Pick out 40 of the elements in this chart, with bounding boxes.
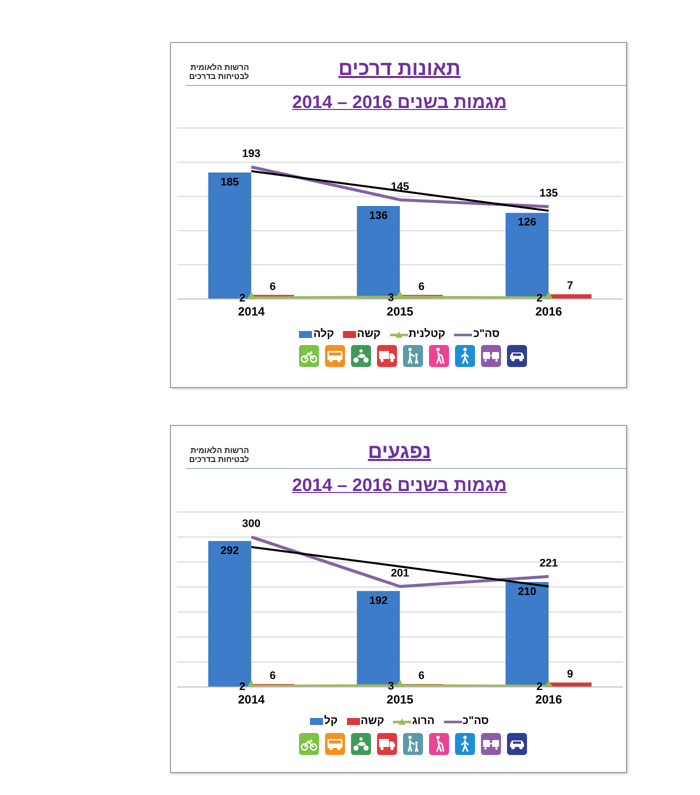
data-label: 6 (270, 670, 276, 682)
data-label: 6 (418, 670, 424, 682)
data-label: 9 (566, 668, 574, 680)
data-label: 2 (536, 292, 543, 305)
x-tick-label: 2016 (535, 692, 562, 707)
data-label: 221 (539, 558, 558, 570)
legend-label: קשה (360, 715, 384, 728)
data-label: 192 (369, 594, 388, 607)
chart-subtitle: מגמות בשנים 2016 – 2014 (291, 91, 508, 113)
legend-label: קל (324, 715, 338, 728)
chart-subtitle: מגמות בשנים 2016 – 2014 (291, 474, 508, 496)
data-label: 7 (566, 280, 574, 292)
legend-label: קשה (357, 328, 381, 341)
legend-label: קלה (313, 328, 334, 341)
data-label: 136 (369, 210, 388, 222)
data-label: 210 (518, 586, 536, 598)
text: הרשות הלאומית לבטיחות בדרכים (188, 446, 249, 464)
x-tick-label: 2014 (238, 692, 266, 707)
x-tick-label: 2015 (386, 692, 414, 707)
legend-label: סה"כ (462, 715, 489, 728)
legend-label: הרוג (412, 715, 435, 728)
data-label: 2 (536, 680, 543, 693)
data-label: 201 (390, 568, 410, 580)
x-tick-label: 2014 (238, 304, 266, 319)
legend-label: סה"כ (473, 328, 500, 341)
data-label: 193 (242, 148, 261, 160)
text: הרשות הלאומית לבטיחות בדרכים (188, 63, 249, 81)
chart-title: תאונות דרכים (338, 58, 461, 80)
data-label: 135 (539, 188, 558, 200)
data-label: 126 (518, 216, 536, 229)
legend-label: קטלנית (408, 328, 446, 341)
chart-title: נפגעים (368, 441, 432, 463)
x-tick-label: 2015 (386, 304, 414, 319)
data-label: 185 (220, 176, 239, 188)
data-label: 3 (388, 680, 394, 692)
data-label: 6 (418, 280, 424, 293)
data-label: 292 (220, 544, 239, 557)
data-label: 300 (242, 518, 261, 530)
x-tick-label: 2016 (535, 304, 562, 319)
data-label: 6 (270, 280, 276, 293)
